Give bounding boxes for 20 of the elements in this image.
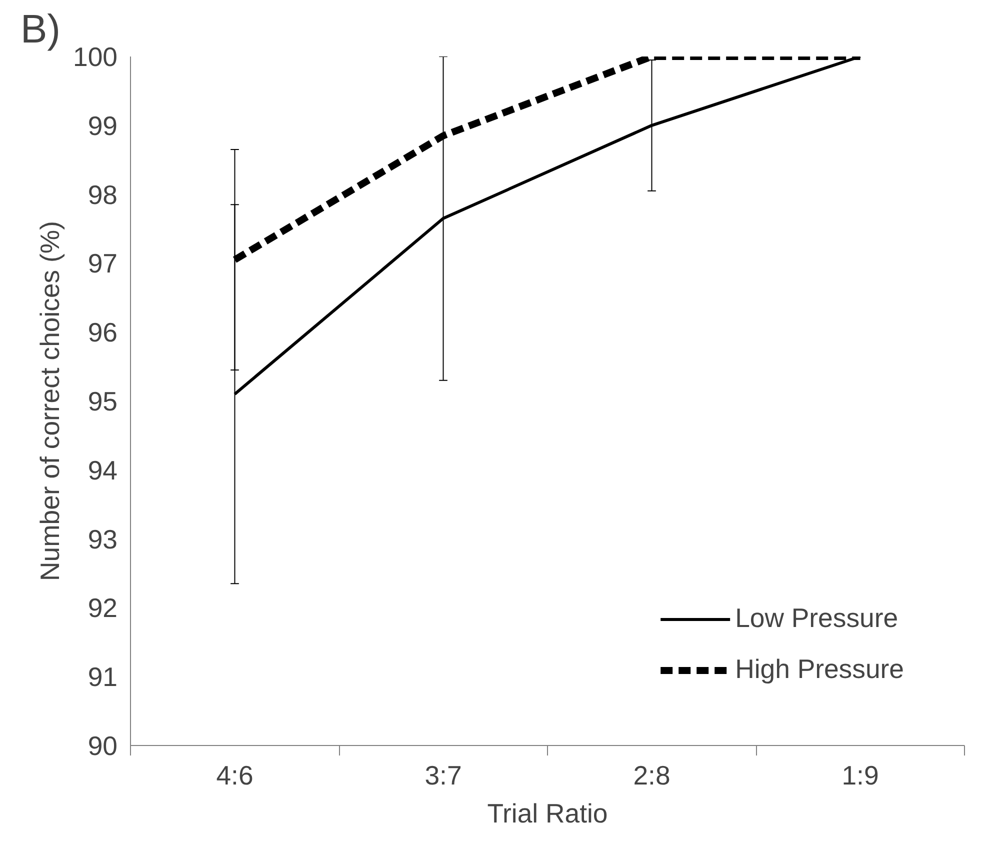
y-tick-label: 93 [88, 524, 118, 554]
text: B) [20, 8, 60, 52]
x-tick-label: 4:6 [216, 760, 254, 790]
y-tick-label: 91 [88, 662, 118, 692]
legend-label: High Pressure [735, 654, 904, 685]
y-tick-label: 99 [88, 110, 118, 141]
x-tick-label: 1:9 [842, 760, 879, 790]
x-tick-label: 3:7 [424, 760, 462, 790]
y-tick-label: 98 [88, 180, 118, 210]
y-tick-label: 90 [88, 731, 118, 761]
y-tick-label: 92 [88, 593, 118, 624]
y-axis-title: Number of correct choices (%) [35, 221, 66, 581]
x-axis-title: Trial Ratio [487, 798, 608, 828]
y-tick-label: 95 [88, 386, 118, 416]
legend-label: Low Pressure [735, 603, 898, 634]
y-tick-label: 100 [73, 42, 118, 72]
y-tick-label: 96 [88, 318, 118, 348]
y-tick-label: 94 [88, 455, 118, 486]
y-tick-label: 97 [88, 248, 118, 279]
x-tick-label: 2:8 [633, 760, 670, 790]
